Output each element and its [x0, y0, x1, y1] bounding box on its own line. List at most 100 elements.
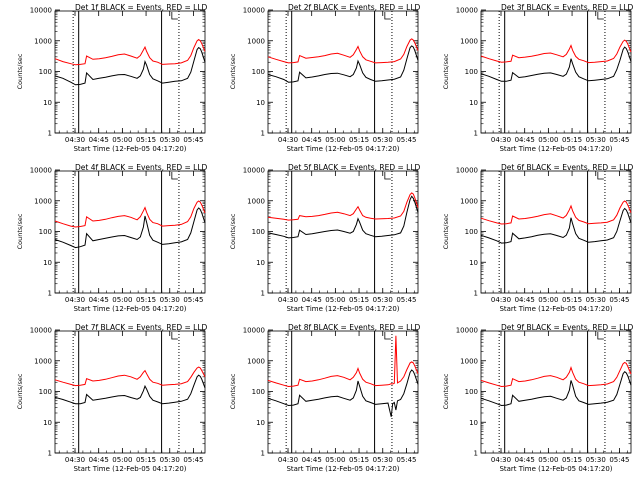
y-axis-label: Counts/sec	[442, 213, 450, 249]
y-tick-label: 100	[252, 388, 265, 396]
x-tick-label: 05:45	[396, 456, 416, 464]
x-tick-label: 04:45	[302, 296, 322, 304]
x-axis-label: Start Time (12-Feb-05 04:17:20)	[286, 465, 399, 473]
x-axis-label: Start Time (12-Feb-05 04:17:20)	[73, 305, 186, 313]
y-tick-label: 10	[43, 419, 52, 427]
y-tick-label: 10	[256, 419, 265, 427]
y-tick-label: 10000	[30, 327, 52, 335]
x-tick-label: 04:30	[491, 456, 511, 464]
y-tick-label: 100	[252, 228, 265, 236]
x-axis-label: Start Time (12-Feb-05 04:17:20)	[73, 465, 186, 473]
panel-title: Det 5f BLACK = Events, RED = LLD	[288, 163, 421, 172]
series-line-lld	[267, 335, 419, 388]
x-tick-label: 05:15	[136, 136, 156, 144]
panel-title: Det 4f BLACK = Events, RED = LLD	[75, 163, 208, 172]
y-tick-label: 10	[43, 259, 52, 267]
series-line-lld	[54, 38, 206, 66]
x-tick-label: 05:15	[349, 456, 369, 464]
panel-title: Det 3f BLACK = Events, RED = LLD	[501, 3, 634, 12]
x-tick-label: 05:15	[136, 296, 156, 304]
y-tick-label: 1	[261, 450, 265, 458]
y-tick-label: 1000	[460, 357, 478, 365]
x-tick-label: 05:15	[349, 296, 369, 304]
x-tick-label: 04:30	[491, 296, 511, 304]
series-line-lld	[267, 38, 419, 64]
y-tick-label: 100	[465, 68, 478, 76]
panel-title: Det 9f BLACK = Events, RED = LLD	[501, 323, 634, 332]
x-tick-label: 04:45	[89, 136, 109, 144]
y-tick-label: 10000	[30, 167, 52, 175]
x-tick-label: 04:30	[278, 136, 298, 144]
panel-title: Det 8f BLACK = Events, RED = LLD	[288, 323, 421, 332]
x-tick-label: 04:30	[65, 296, 85, 304]
bracket-marker	[597, 332, 604, 340]
x-tick-label: 04:30	[65, 456, 85, 464]
y-tick-label: 1000	[34, 357, 52, 365]
y-tick-label: 1000	[247, 357, 265, 365]
y-tick-label: 1	[48, 450, 52, 458]
y-tick-label: 10	[43, 99, 52, 107]
x-tick-label: 05:30	[586, 456, 606, 464]
y-tick-label: 1000	[247, 37, 265, 45]
panel-det-9: Det 9f BLACK = Events, RED = LLD 1 10 100 10…	[442, 323, 634, 473]
panel-title: Det 7f BLACK = Events, RED = LLD	[75, 323, 208, 332]
x-tick-label: 05:30	[373, 456, 393, 464]
y-tick-label: 100	[39, 388, 52, 396]
y-tick-label: 100	[39, 228, 52, 236]
x-tick-label: 05:00	[538, 136, 558, 144]
y-tick-label: 1	[261, 130, 265, 138]
plot-frame	[267, 10, 419, 134]
x-tick-label: 04:30	[491, 136, 511, 144]
x-tick-label: 04:45	[515, 136, 535, 144]
series-line-events	[267, 369, 419, 417]
x-tick-label: 04:30	[65, 136, 85, 144]
series-line-lld	[54, 366, 206, 387]
series-line-events	[267, 195, 419, 239]
y-tick-label: 1000	[34, 197, 52, 205]
y-tick-label: 1000	[460, 197, 478, 205]
panel-det-8: Det 8f BLACK = Events, RED = LLD 1 10 100 10…	[229, 323, 421, 473]
y-tick-label: 10000	[456, 167, 478, 175]
bracket-marker	[171, 12, 178, 20]
panel-det-5: Det 5f BLACK = Events, RED = LLD 1 10 100 10…	[229, 163, 421, 313]
series-line-events	[480, 207, 632, 244]
y-axis-label: Counts/sec	[229, 373, 237, 409]
x-tick-label: 05:45	[396, 136, 416, 144]
x-tick-label: 05:30	[160, 136, 180, 144]
y-tick-label: 10000	[243, 7, 265, 15]
series-line-lld	[267, 192, 419, 221]
x-tick-label: 05:15	[562, 456, 582, 464]
series-line-events	[267, 45, 419, 83]
y-tick-label: 10	[469, 99, 478, 107]
x-tick-label: 05:15	[136, 456, 156, 464]
x-axis-label: Start Time (12-Feb-05 04:17:20)	[286, 145, 399, 153]
plot-frame	[480, 330, 632, 454]
y-tick-label: 1	[48, 130, 52, 138]
bracket-marker	[597, 172, 604, 180]
y-tick-label: 1	[474, 450, 478, 458]
series-line-lld	[480, 200, 632, 225]
y-tick-label: 1	[474, 130, 478, 138]
x-tick-label: 04:45	[302, 456, 322, 464]
y-tick-label: 100	[252, 68, 265, 76]
panel-det-2: Det 2f BLACK = Events, RED = LLD 1 10 100 10…	[229, 3, 421, 153]
x-tick-label: 05:30	[586, 296, 606, 304]
x-axis-label: Start Time (12-Feb-05 04:17:20)	[286, 305, 399, 313]
panel-det-7: Det 7f BLACK = Events, RED = LLD 1 10 100 10…	[16, 323, 208, 473]
x-tick-label: 05:00	[538, 456, 558, 464]
panel-det-3: Det 3f BLACK = Events, RED = LLD 1 10 100 10…	[442, 3, 634, 153]
x-axis-label: Start Time (12-Feb-05 04:17:20)	[499, 465, 612, 473]
panel-det-4: Det 4f BLACK = Events, RED = LLD 1 10 100 10…	[16, 163, 208, 313]
x-tick-label: 04:30	[278, 296, 298, 304]
y-tick-label: 1	[261, 290, 265, 298]
series-line-events	[480, 46, 632, 82]
bracket-marker	[384, 332, 391, 340]
x-tick-label: 05:45	[396, 296, 416, 304]
series-line-lld	[480, 39, 632, 64]
y-axis-label: Counts/sec	[16, 373, 24, 409]
x-tick-label: 05:15	[562, 296, 582, 304]
y-tick-label: 10	[256, 259, 265, 267]
x-tick-label: 05:30	[586, 136, 606, 144]
plot-frame	[480, 170, 632, 294]
